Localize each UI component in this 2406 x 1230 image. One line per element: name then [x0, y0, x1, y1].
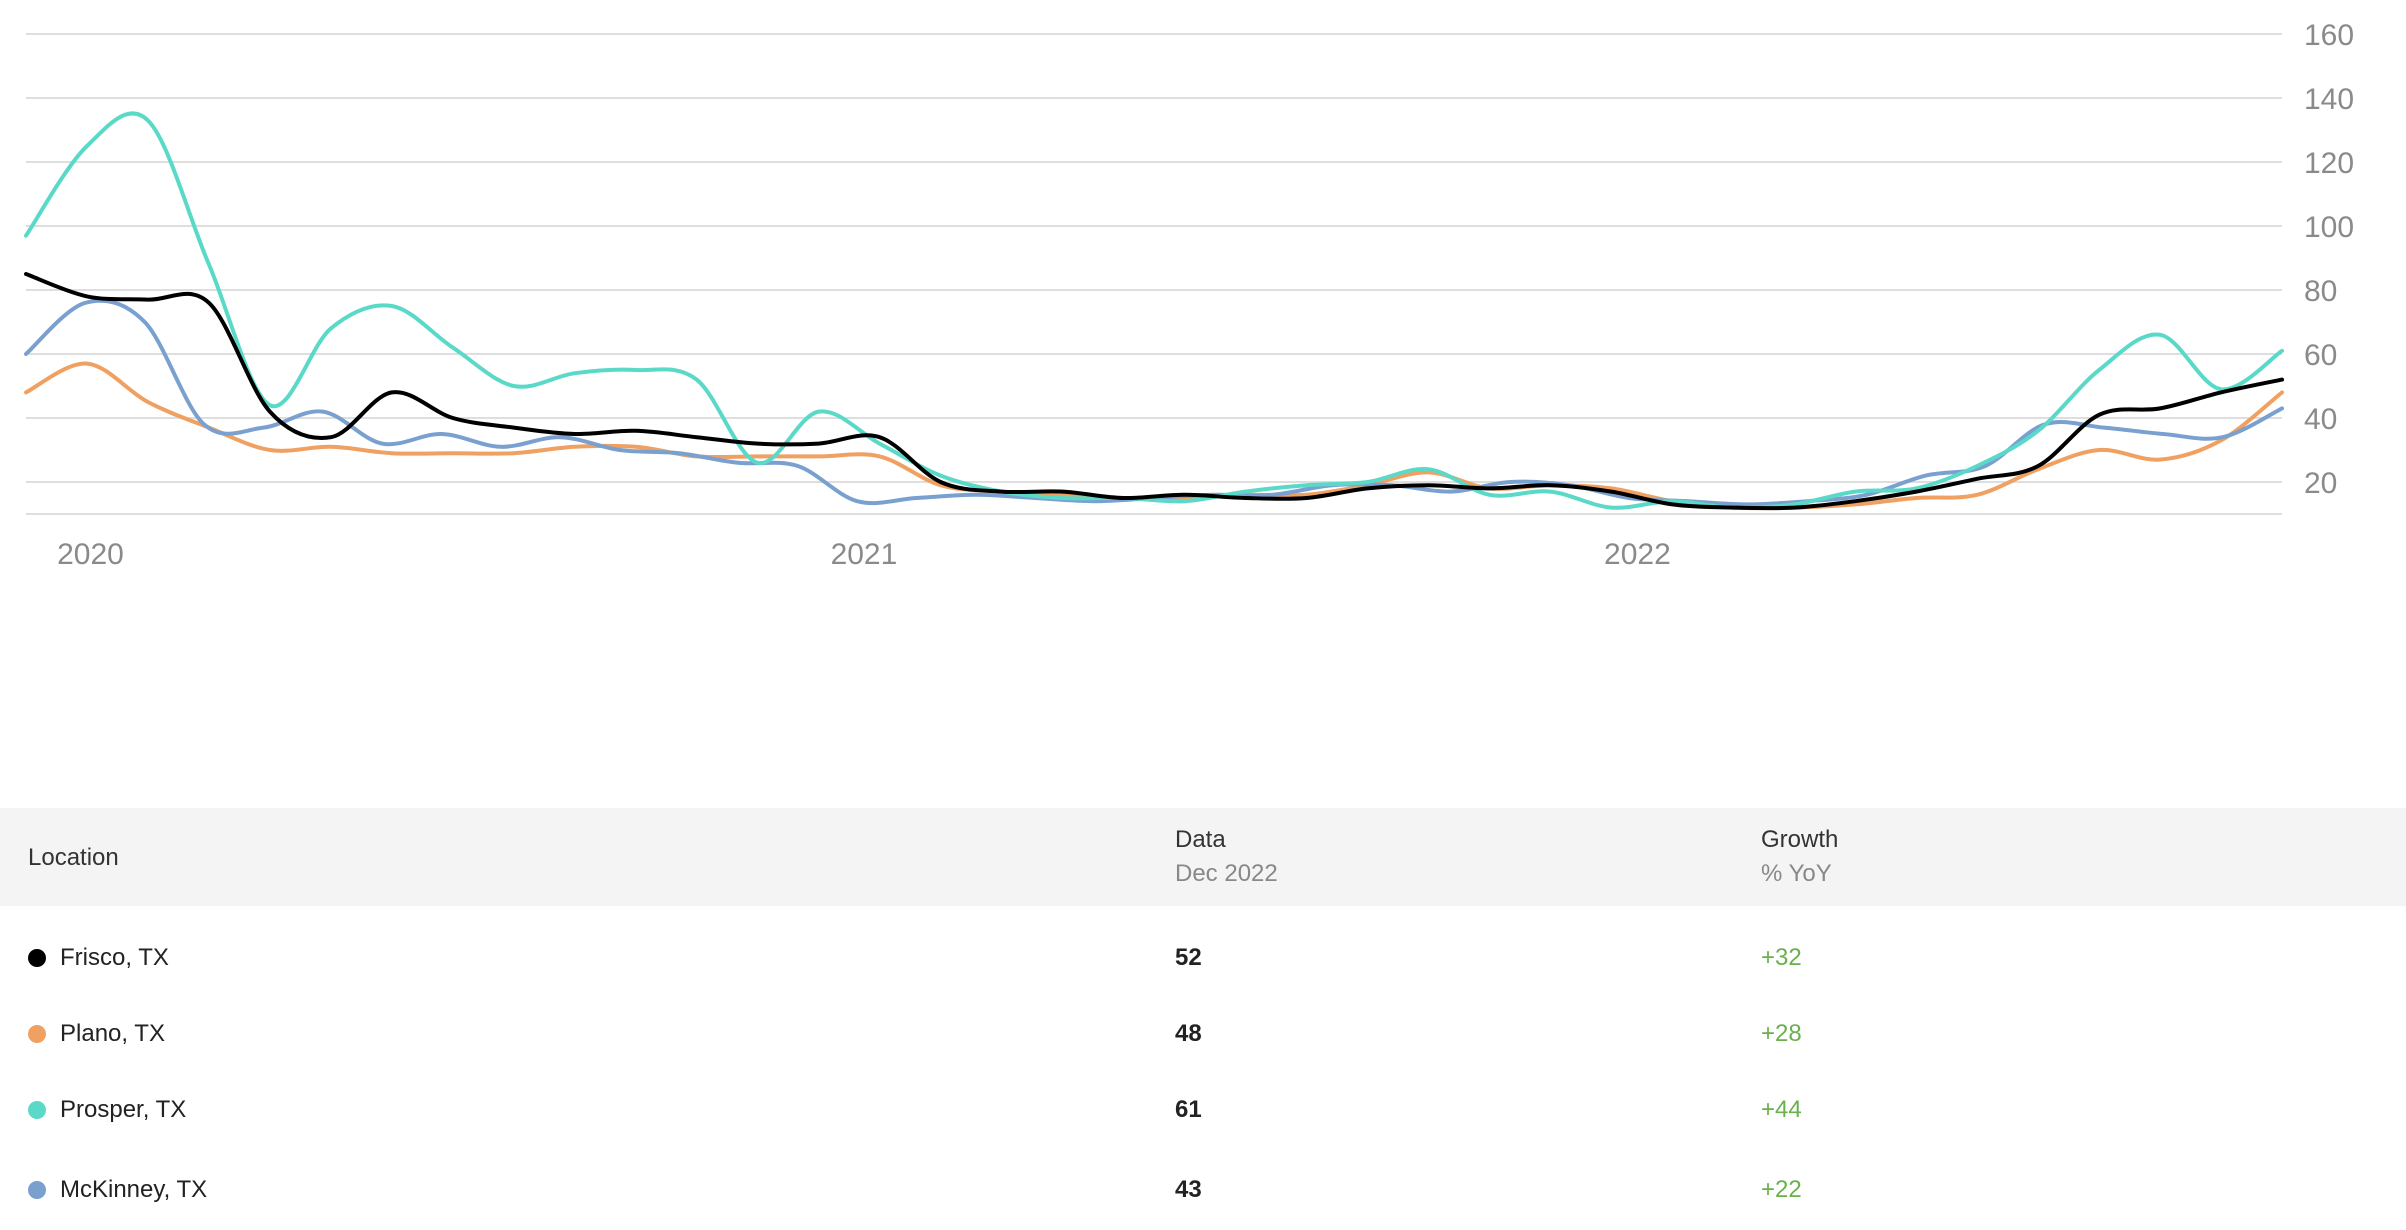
growth-value: +22	[1761, 1176, 1802, 1203]
location-name: Prosper, TX	[60, 1096, 187, 1123]
table-header: Location Data Dec 2022 Growth % YoY	[0, 808, 2406, 906]
table-row[interactable]: Prosper, TX 61 +44	[0, 1074, 2406, 1154]
location-name: Plano, TX	[60, 1020, 165, 1047]
series-lines	[24, 111, 2284, 511]
series-line-frisco[interactable]	[24, 272, 2284, 511]
data-value: 61	[1175, 1096, 1202, 1123]
series-line-prosper[interactable]	[24, 111, 2284, 510]
data-value: 52	[1175, 944, 1202, 971]
y-tick-label: 160	[2304, 19, 2354, 52]
legend-dot	[28, 1025, 46, 1043]
x-axis-ticks: 2020 2021 2022	[57, 538, 1671, 571]
header-data[interactable]: Data Dec 2022	[1175, 826, 1278, 888]
y-axis-ticks: 20 40 60 80 100 120 140 160	[2304, 19, 2354, 500]
location-name: McKinney, TX	[60, 1176, 208, 1203]
header-growth-label: Growth	[1761, 826, 1839, 853]
line-chart: 20 40 60 80 100 120 140 160 2020 2021 2022	[24, 19, 2354, 571]
header-data-label: Data	[1175, 826, 1226, 853]
growth-value: +32	[1761, 944, 1802, 971]
series-line-mckinney[interactable]	[24, 298, 2284, 507]
data-value: 48	[1175, 1020, 1202, 1047]
header-location[interactable]: Location	[28, 844, 119, 871]
x-tick-label: 2022	[1604, 538, 1671, 571]
data-value: 43	[1175, 1176, 1202, 1203]
x-tick-label: 2020	[57, 538, 124, 571]
x-tick-label: 2021	[831, 538, 898, 571]
grid-lines	[26, 33, 2282, 515]
header-data-period: Dec 2022	[1175, 860, 1278, 887]
y-tick-label: 20	[2304, 467, 2337, 500]
y-tick-label: 100	[2304, 211, 2354, 244]
growth-value: +28	[1761, 1020, 1802, 1047]
legend-dot	[28, 1101, 46, 1119]
y-tick-label: 120	[2304, 147, 2354, 180]
table-row[interactable]: McKinney, TX 43 +22	[0, 1154, 2406, 1230]
header-growth[interactable]: Growth % YoY	[1761, 826, 1838, 888]
y-tick-label: 60	[2304, 339, 2337, 372]
table-row[interactable]: Plano, TX 48 +28	[0, 998, 2406, 1074]
table-row[interactable]: Frisco, TX 52 +32	[0, 922, 2406, 998]
y-tick-label: 140	[2304, 83, 2354, 116]
legend-dot	[28, 1181, 46, 1199]
y-tick-label: 80	[2304, 275, 2337, 308]
location-table: Location Data Dec 2022 Growth % YoY Fris…	[0, 808, 2406, 1230]
legend-dot	[28, 949, 46, 967]
growth-value: +44	[1761, 1096, 1802, 1123]
header-growth-unit: % YoY	[1761, 860, 1832, 887]
y-tick-label: 40	[2304, 403, 2337, 436]
location-name: Frisco, TX	[60, 944, 169, 971]
